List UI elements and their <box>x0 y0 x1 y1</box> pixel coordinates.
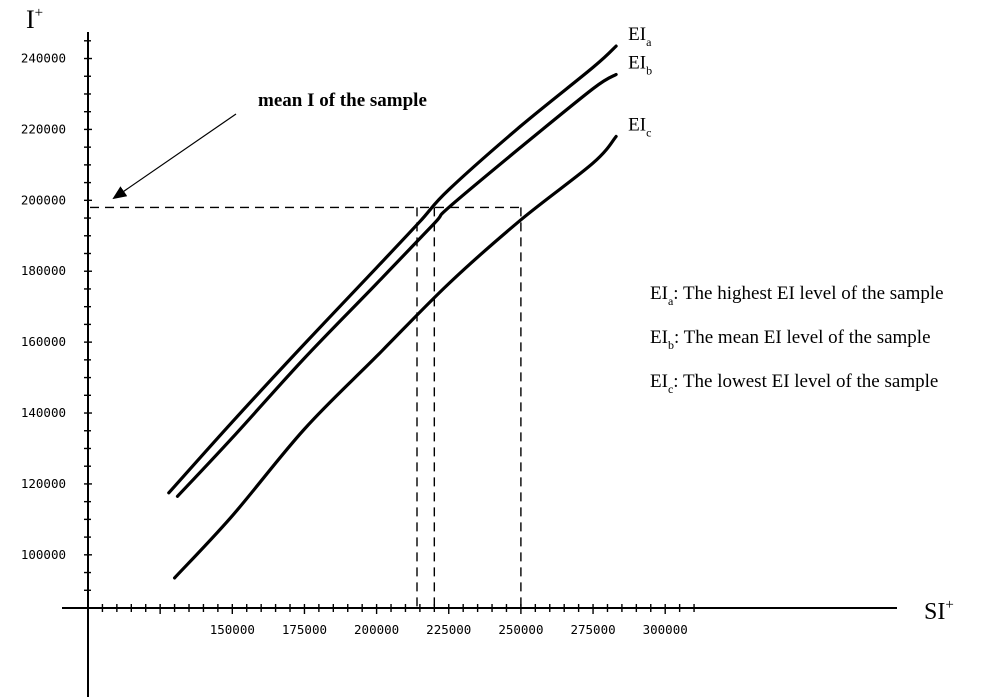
series-label-sub: b <box>646 63 652 77</box>
x-tick-label: 200000 <box>354 622 399 637</box>
legend-entry-main: EI <box>650 283 668 304</box>
x-tick-label: 275000 <box>570 622 615 637</box>
y-tick-label: 180000 <box>21 263 66 278</box>
legend-entry-sub: a <box>668 294 674 308</box>
legend-entry-main: EI <box>650 327 668 348</box>
series-line-b <box>175 72 618 498</box>
series-label-sub: c <box>646 126 651 140</box>
series-lines <box>167 44 618 580</box>
x-tick-label: 225000 <box>426 622 471 637</box>
reference-lines <box>90 206 522 608</box>
x-tick-label: 175000 <box>282 622 327 637</box>
ticks: 100000 120000 140000 160000 180000 200000 2200… <box>21 40 695 637</box>
legend-entry-desc: : The lowest EI level of the sample <box>673 371 938 392</box>
y-tick-label: 240000 <box>21 51 66 66</box>
x-tick-label: 300000 <box>643 622 688 637</box>
x-tick-label: 250000 <box>498 622 543 637</box>
y-tick-label: 100000 <box>21 547 66 562</box>
legend-entry-main: EI <box>650 371 668 392</box>
series-line-c <box>173 134 618 580</box>
legend-entry-desc: : The mean EI level of the sample <box>674 327 931 348</box>
y-tick-label: 160000 <box>21 334 66 349</box>
legend-entry-desc: : The highest EI level of the sample <box>673 283 943 304</box>
annotation-arrow <box>112 113 237 200</box>
series-label-c: EIc <box>628 115 651 140</box>
legend-entry-a: EIa: The highest EI level of the sample <box>650 283 944 308</box>
y-tick-label: 200000 <box>21 192 66 207</box>
y-tick-label: 140000 <box>21 405 66 420</box>
legend-entry-sub: b <box>668 338 674 352</box>
series-label-sub: a <box>646 35 652 49</box>
legend-entry-b: EIb: The mean EI level of the sample <box>650 327 931 352</box>
series-label-b: EIb <box>628 52 652 77</box>
y-axis-label-sup: + <box>35 5 43 21</box>
legend-entry-sub: c <box>668 382 673 396</box>
series-line-a <box>167 44 618 495</box>
y-tick-label: 220000 <box>21 121 66 136</box>
y-axis-label: I+ <box>26 5 43 34</box>
series-label-a: EIa <box>628 24 652 49</box>
x-tick-label: 150000 <box>210 622 255 637</box>
x-axis-label: SI+ <box>924 597 954 625</box>
axes <box>62 32 897 697</box>
y-tick-label: 120000 <box>21 476 66 491</box>
x-axis-label-sup: + <box>945 597 953 613</box>
annotation-text: mean I of the sample <box>258 90 427 111</box>
legend-entry-c: EIc: The lowest EI level of the sample <box>650 371 938 396</box>
